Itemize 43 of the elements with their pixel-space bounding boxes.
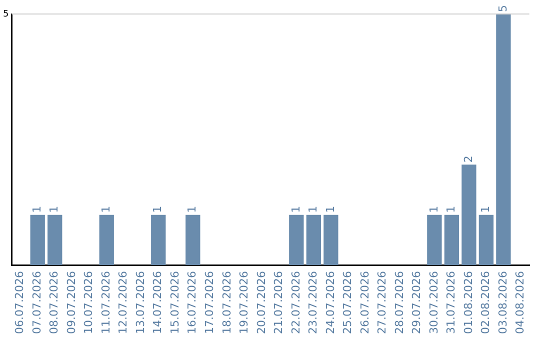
data-label: 1: [427, 206, 440, 213]
x-tick-label: 04.08.2026: [514, 271, 527, 334]
x-tick-label: 21.07.2026: [272, 271, 286, 334]
data-label: 1: [479, 206, 492, 213]
x-tick-label: 30.07.2026: [427, 271, 440, 334]
data-label: 1: [444, 206, 458, 213]
x-tick-label: 10.07.2026: [82, 271, 96, 334]
x-tick-label: 29.07.2026: [410, 271, 424, 334]
data-label: 1: [186, 206, 199, 213]
x-tick-label: 18.07.2026: [220, 271, 234, 334]
x-tick-label: 17.07.2026: [203, 271, 216, 334]
x-tick-label: 12.07.2026: [116, 271, 130, 334]
x-tick-label: 22.07.2026: [289, 271, 302, 334]
x-tick-label: 09.07.2026: [64, 271, 78, 334]
data-label: 2: [462, 156, 475, 163]
x-tick-label: 28.07.2026: [392, 271, 406, 334]
x-tick-label: 31.07.2026: [444, 271, 458, 334]
x-tick-label: 23.07.2026: [306, 271, 320, 334]
data-label: 1: [30, 206, 44, 213]
x-tick-label: 16.07.2026: [186, 271, 199, 334]
x-tick-label: 26.07.2026: [358, 271, 372, 334]
data-label: 5: [496, 5, 510, 12]
x-tick-label: 03.08.2026: [496, 271, 510, 334]
x-tick-label: 19.07.2026: [238, 271, 251, 334]
x-tick-label: 13.07.2026: [134, 271, 147, 334]
x-tick-label: 14.07.2026: [151, 271, 164, 334]
x-tick-label: 27.07.2026: [376, 271, 389, 334]
x-tick-label: 11.07.2026: [99, 271, 112, 334]
x-tick-label: 07.07.2026: [30, 271, 44, 334]
data-label: 1: [48, 206, 61, 213]
x-tick-label: 24.07.2026: [324, 271, 337, 334]
data-label: 1: [289, 206, 302, 213]
x-tick-label: 06.07.2026: [13, 271, 26, 334]
x-tick-label: 08.07.2026: [48, 271, 61, 334]
x-tick-label: 02.08.2026: [479, 271, 492, 334]
data-label: 1: [306, 206, 320, 213]
data-label: 1: [151, 206, 164, 213]
x-tick-label: 01.08.2026: [462, 271, 475, 334]
data-label: 1: [99, 206, 112, 213]
data-label: 1: [324, 206, 337, 213]
x-tick-label: 20.07.2026: [254, 271, 268, 334]
x-tick-label: 25.07.2026: [341, 271, 354, 334]
x-tick-label: 15.07.2026: [168, 271, 182, 334]
